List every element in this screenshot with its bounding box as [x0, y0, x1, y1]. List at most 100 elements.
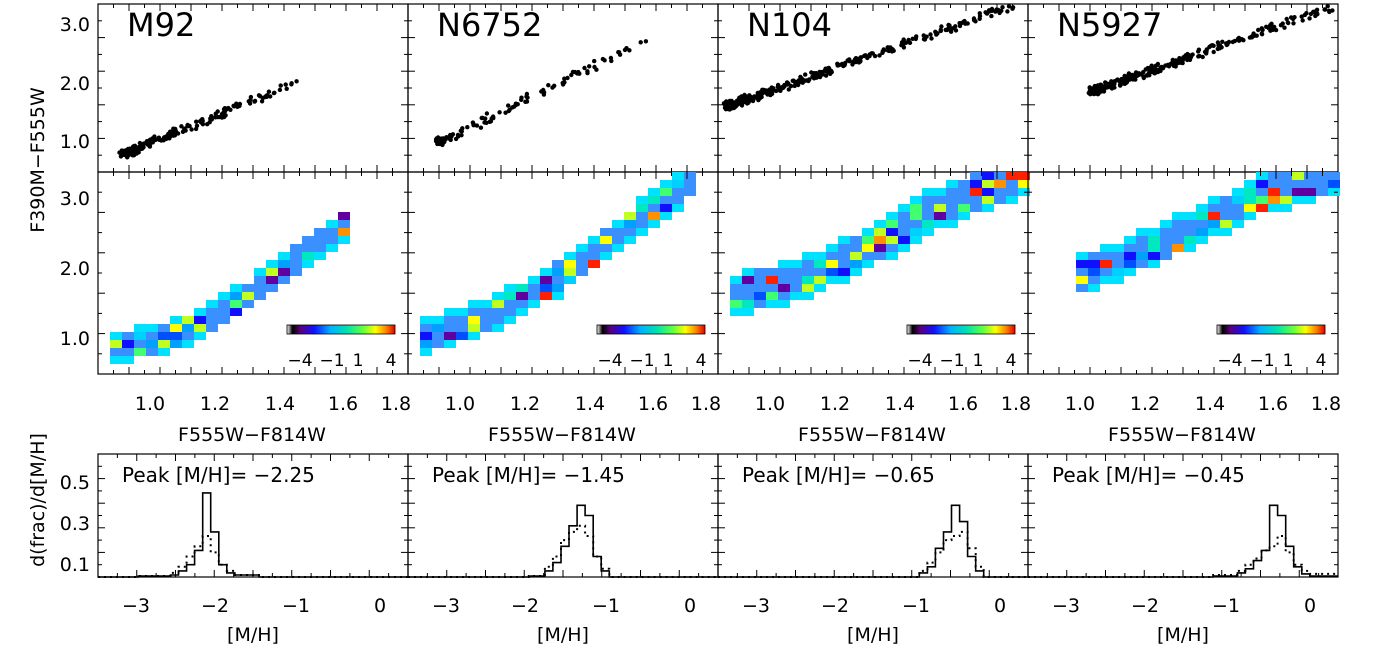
heatmap-cell: [1124, 244, 1136, 252]
heatmap-cell: [1124, 252, 1136, 260]
heatmap-cell: [1268, 180, 1280, 188]
heatmap-cell: [850, 268, 862, 276]
data-point: [1259, 26, 1264, 31]
heatmap-cell: [1196, 220, 1208, 228]
heatmap-cell: [982, 180, 994, 188]
colorbar-tick-3: 1: [663, 351, 674, 371]
colorbar-tick-3: 1: [973, 351, 984, 371]
data-point: [1286, 20, 1291, 26]
heatmap-cell: [326, 220, 338, 228]
heatmap-cell: [970, 188, 982, 196]
observed-mdf-line: [718, 504, 1028, 578]
heatmap-cell: [1196, 212, 1208, 220]
heatmap-cell: [624, 236, 636, 244]
data-point: [881, 48, 887, 53]
data-point: [266, 89, 272, 94]
cmd-x-tick-5: 1.8: [1311, 393, 1341, 415]
colorbar-tick-4: 4: [1006, 351, 1017, 371]
data-point: [901, 37, 906, 42]
heatmap-cell: [480, 316, 492, 324]
data-point: [1122, 81, 1127, 87]
heatmap-cell: [1232, 220, 1244, 228]
cmd-x-tick-labels: 1.0 1.2 1.4 1.6 1.8: [445, 393, 721, 415]
cmd-x-tick-labels: 1.0 1.2 1.4 1.6 1.8: [1065, 393, 1341, 415]
heatmap-cell: [1220, 196, 1232, 204]
cmd-x-tick-2: 1.2: [510, 393, 540, 415]
observed-mdf-line: [1028, 504, 1338, 578]
heatmap-cell: [588, 252, 600, 260]
heatmap-cell: [1220, 228, 1232, 236]
heatmap-cell: [1328, 172, 1340, 180]
heatmap-cell: [456, 332, 468, 340]
heatmap-cell: [326, 244, 338, 252]
heatmap-cell: [802, 260, 814, 268]
heatmap-cell: [672, 196, 684, 204]
heatmap-cell: [814, 276, 826, 284]
heatmap-cell: [492, 292, 504, 300]
heatmap-cell: [528, 276, 540, 284]
data-point: [194, 119, 199, 124]
heatmap-cell: [242, 300, 254, 308]
heatmap-cell: [1196, 204, 1208, 212]
data-point: [478, 125, 484, 130]
heatmap-cell: [302, 236, 314, 244]
data-point: [1254, 33, 1259, 38]
data-point: [471, 121, 476, 127]
cmd-top-y-tick-1: 1.0: [60, 131, 90, 153]
heatmap-cell: [802, 276, 814, 284]
data-point: [1151, 65, 1157, 71]
hist-x-tick-2: −2: [1131, 595, 1159, 617]
colorbar-tick-1: −4: [1217, 351, 1242, 371]
heatmap-cell: [278, 268, 290, 276]
model-mdf-line: [718, 530, 1028, 578]
data-point: [891, 48, 896, 53]
heatmap-cell: [278, 252, 290, 260]
hist-y-axis-title: d(frac)/d[M/H]: [27, 433, 49, 567]
data-point: [1204, 48, 1209, 54]
heatmap-cell: [1100, 252, 1112, 260]
heatmap-cell: [516, 284, 528, 292]
heatmap-cell: [134, 348, 146, 356]
heatmap-cell: [970, 172, 982, 180]
heatmap-cell: [290, 268, 302, 276]
heatmap-cell: [1136, 236, 1148, 244]
heatmap-cell: [134, 332, 146, 340]
data-point: [1325, 3, 1330, 9]
hist-x-tick-labels: −3 −2 −1 0: [742, 595, 1006, 617]
data-point: [272, 90, 277, 96]
data-point: [1098, 85, 1104, 90]
heatmap-cell: [290, 260, 302, 268]
heatmap-cell: [1244, 212, 1256, 220]
data-point: [1109, 84, 1114, 89]
heatmap-cell: [206, 308, 218, 316]
cmd-x-tick-4: 1.6: [328, 393, 358, 415]
heatmap-cell: [1172, 244, 1184, 252]
heatmap-cell: [266, 276, 278, 284]
data-point: [1291, 21, 1296, 26]
data-point: [592, 58, 597, 64]
heatmap-cell: [122, 356, 134, 364]
heatmap-cell: [254, 292, 266, 300]
heatmap-cell: [182, 332, 194, 340]
heatmap-cell: [1316, 180, 1328, 188]
heatmap-cell: [576, 260, 588, 268]
data-point: [1158, 67, 1163, 72]
heatmap-cell: [432, 340, 444, 348]
cmd-model-panel: −4 −1 1 4: [717, 171, 1030, 375]
heatmap-cell: [1268, 196, 1280, 204]
heatmap-cell: [314, 228, 326, 236]
cmd-x-tick-labels: 1.0 1.2 1.4 1.6 1.8: [135, 393, 411, 415]
heatmap-cell: [874, 252, 886, 260]
data-point: [231, 104, 237, 109]
heatmap-cell: [1196, 228, 1208, 236]
heatmap-cell: [814, 260, 826, 268]
data-point: [1005, 9, 1010, 14]
cmd-x-axis-title: F555W−F814W: [178, 424, 326, 446]
heatmap-cell: [612, 228, 624, 236]
data-point: [503, 110, 508, 115]
data-point: [877, 53, 882, 58]
heatmap-cell: [1088, 268, 1100, 276]
heatmap-cell: [230, 308, 242, 316]
cmd-observed-panel: N104: [717, 3, 1029, 173]
hist-x-tick-1: −3: [742, 595, 770, 617]
